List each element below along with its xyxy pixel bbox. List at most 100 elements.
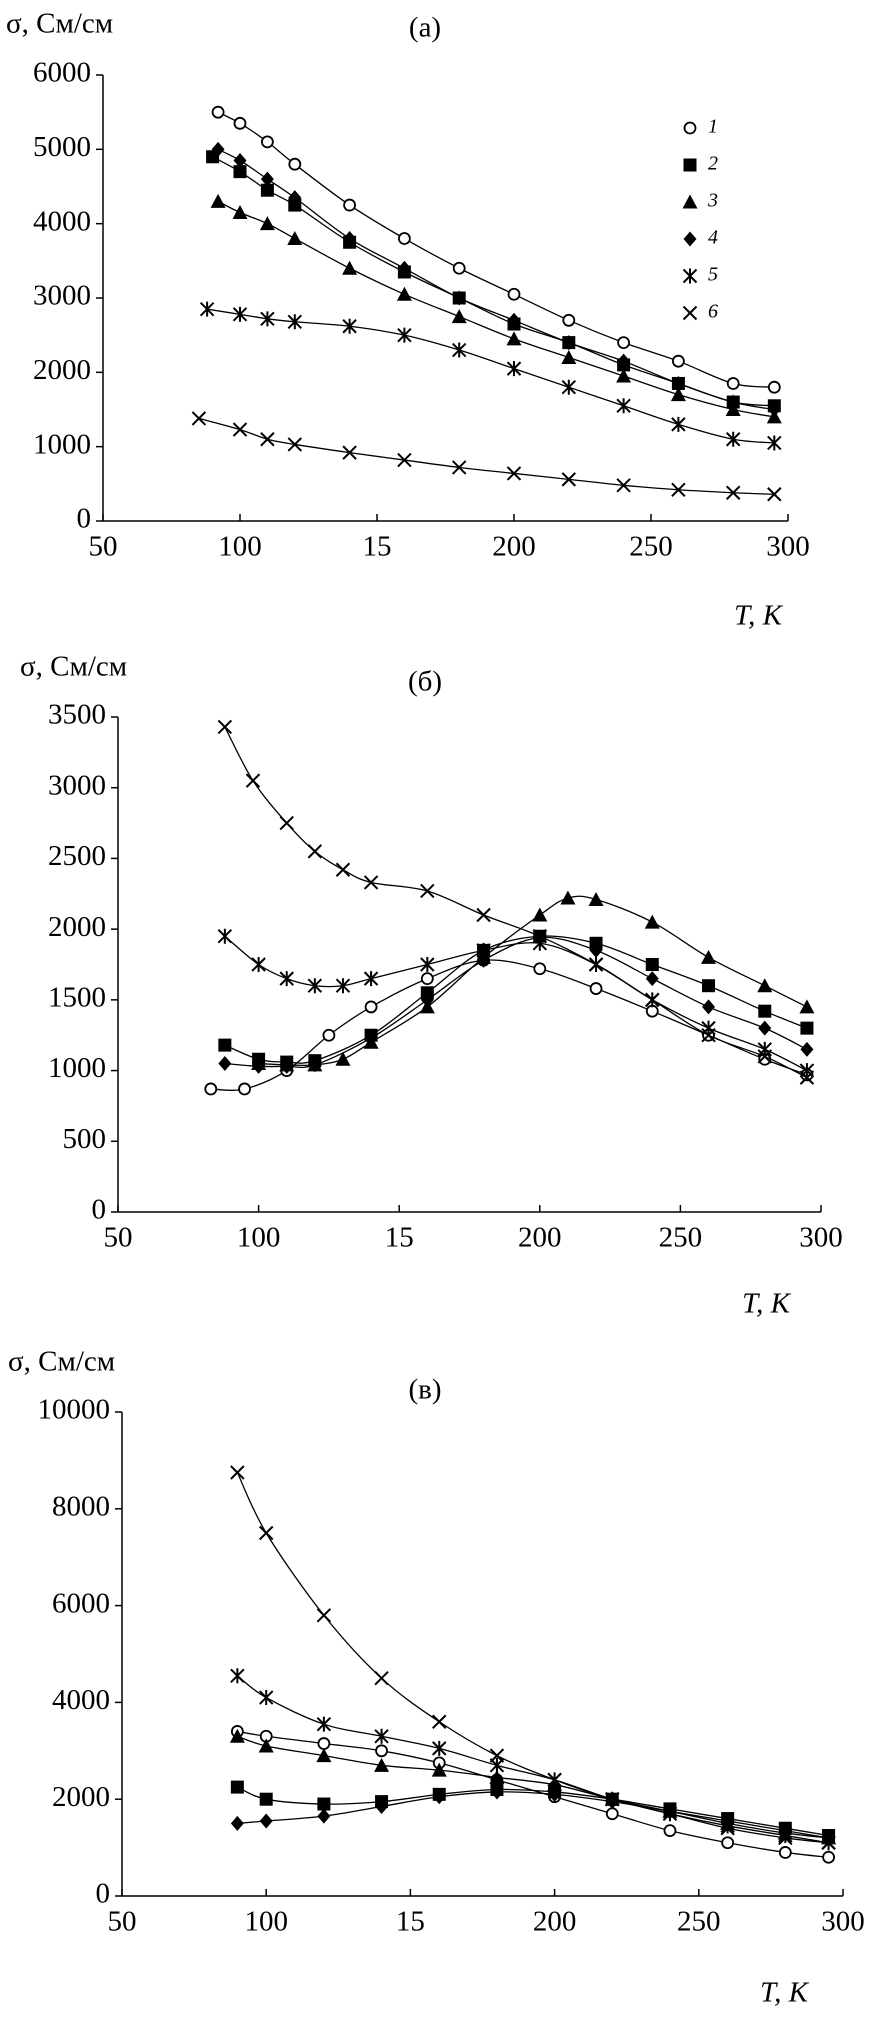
marker bbox=[258, 1738, 274, 1753]
marker bbox=[211, 105, 225, 119]
marker-part bbox=[374, 1757, 390, 1772]
marker bbox=[671, 482, 686, 497]
marker bbox=[767, 380, 781, 394]
marker-part bbox=[317, 1797, 331, 1811]
marker bbox=[260, 183, 274, 197]
legend-label: 3 bbox=[707, 190, 718, 212]
marker bbox=[726, 377, 740, 390]
marker bbox=[259, 1813, 273, 1829]
marker-part bbox=[670, 387, 686, 402]
marker bbox=[374, 1728, 389, 1744]
marker-part bbox=[258, 1738, 274, 1753]
marker bbox=[533, 962, 547, 976]
marker bbox=[670, 387, 686, 402]
y-tick-label: 2000 bbox=[48, 911, 106, 943]
marker bbox=[364, 1000, 378, 1014]
marker bbox=[397, 232, 411, 245]
marker bbox=[218, 1038, 232, 1052]
x-tick-label: 100 bbox=[244, 1906, 288, 1938]
marker bbox=[767, 402, 781, 417]
marker-part bbox=[191, 411, 207, 426]
legend-marker bbox=[683, 121, 697, 135]
y-tick-label: 3000 bbox=[33, 280, 91, 312]
marker bbox=[280, 1058, 294, 1074]
y-tick-label: 6000 bbox=[52, 1587, 110, 1619]
y-tick-label: 2000 bbox=[33, 354, 91, 386]
marker-part bbox=[287, 437, 303, 452]
marker-part bbox=[671, 375, 685, 391]
marker bbox=[420, 992, 434, 1008]
marker bbox=[229, 1728, 245, 1743]
series-line bbox=[258, 895, 808, 1067]
marker-part bbox=[726, 394, 740, 410]
marker bbox=[397, 327, 412, 343]
marker-part bbox=[799, 1070, 815, 1085]
marker bbox=[645, 971, 659, 987]
marker bbox=[252, 1058, 266, 1074]
marker-part bbox=[335, 978, 351, 994]
marker bbox=[259, 1792, 273, 1806]
marker-part bbox=[343, 198, 357, 212]
legend-marker bbox=[682, 305, 698, 321]
marker bbox=[307, 978, 323, 994]
series-line bbox=[224, 936, 808, 1069]
marker-part bbox=[725, 485, 741, 500]
marker-part bbox=[397, 327, 412, 343]
marker-part bbox=[233, 165, 247, 179]
marker-part bbox=[822, 1850, 835, 1864]
marker bbox=[317, 1808, 331, 1824]
marker bbox=[452, 290, 466, 306]
marker bbox=[335, 978, 351, 994]
x-tick-label: 300 bbox=[821, 1906, 865, 1938]
marker bbox=[307, 844, 323, 859]
marker-part bbox=[561, 379, 577, 395]
marker bbox=[432, 1714, 447, 1729]
marker-part bbox=[233, 116, 247, 130]
marker bbox=[260, 135, 274, 149]
y-tick-label: 2500 bbox=[48, 840, 106, 872]
marker bbox=[588, 957, 604, 972]
marker-part bbox=[616, 368, 632, 383]
marker-part bbox=[800, 1041, 814, 1057]
series-line bbox=[224, 935, 808, 1072]
marker bbox=[476, 942, 491, 958]
marker bbox=[477, 952, 491, 968]
marker-part bbox=[489, 1748, 505, 1763]
series-line bbox=[237, 1730, 829, 1858]
legend-marker bbox=[683, 158, 697, 172]
marker bbox=[258, 1525, 274, 1541]
legend-marker bbox=[682, 268, 698, 284]
marker bbox=[507, 287, 521, 301]
marker bbox=[799, 999, 815, 1014]
marker-part bbox=[548, 1786, 562, 1802]
marker bbox=[397, 260, 411, 276]
marker-part bbox=[701, 1028, 716, 1043]
marker-part bbox=[420, 883, 435, 899]
marker bbox=[288, 190, 302, 206]
marker bbox=[778, 1830, 793, 1846]
marker-part bbox=[287, 231, 303, 246]
marker-part bbox=[238, 1082, 251, 1096]
marker-part bbox=[342, 318, 357, 334]
legend-label: 5 bbox=[708, 264, 718, 286]
marker-part bbox=[287, 314, 303, 330]
marker-part bbox=[507, 287, 521, 301]
series-line bbox=[224, 726, 808, 1079]
marker-part bbox=[490, 1784, 504, 1800]
marker bbox=[432, 1740, 447, 1756]
marker-part bbox=[251, 957, 266, 972]
marker-part bbox=[701, 949, 717, 964]
marker-part bbox=[663, 1824, 677, 1838]
marker-part bbox=[720, 1821, 735, 1836]
marker bbox=[204, 1082, 218, 1096]
marker-part bbox=[232, 422, 248, 437]
marker bbox=[316, 1748, 332, 1763]
marker-part bbox=[260, 183, 274, 197]
marker bbox=[800, 1041, 814, 1057]
legend-label: 4 bbox=[708, 227, 718, 249]
marker bbox=[757, 1049, 772, 1064]
marker bbox=[342, 260, 358, 275]
y-tick-label: 8000 bbox=[52, 1490, 110, 1522]
marker bbox=[561, 472, 577, 487]
marker-part bbox=[364, 1030, 378, 1046]
